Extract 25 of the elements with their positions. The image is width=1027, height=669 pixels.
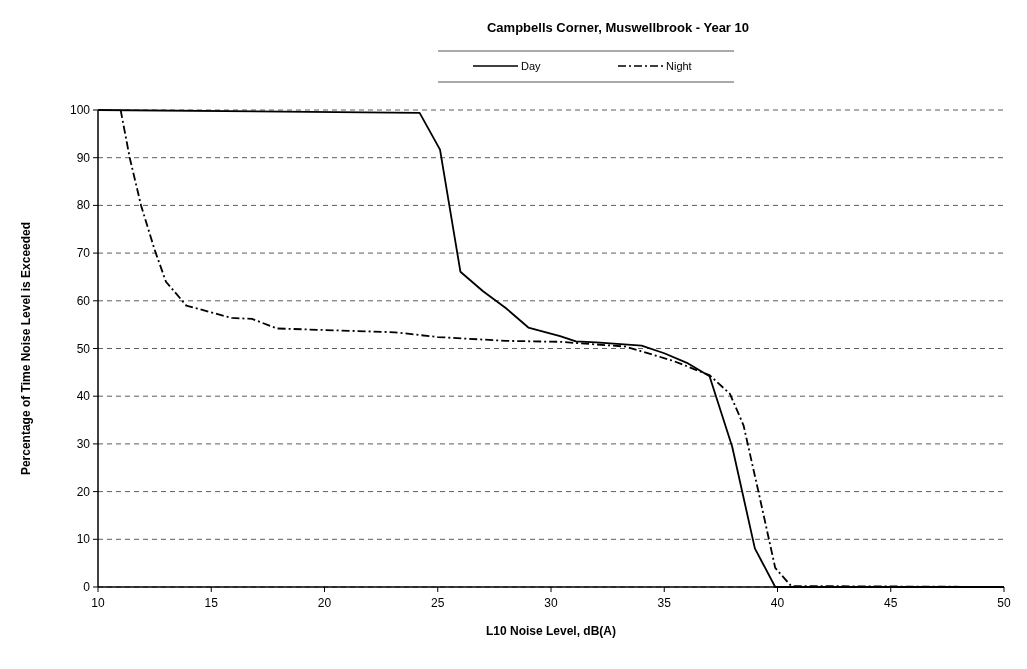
y-tick-label: 30: [76, 436, 91, 451]
y-tick-label: 100: [69, 103, 91, 117]
x-tick-label: 25: [431, 596, 445, 610]
chart-title: Campbells Corner, Muswellbrook - Year 10: [486, 20, 750, 35]
x-tick-label: 50: [997, 596, 1011, 610]
x-axis-title: L10 Noise Level, dB(A): [485, 624, 617, 638]
x-tick-label: 20: [317, 596, 332, 610]
y-tick-label: 70: [76, 246, 91, 261]
x-tick-label: 40: [770, 596, 785, 610]
y-tick-label: 0: [83, 580, 91, 594]
y-tick-label: 10: [76, 532, 91, 547]
y-tick-label: 90: [76, 150, 91, 165]
y-tick-label: 50: [76, 341, 91, 356]
x-tick-label: 15: [204, 596, 219, 610]
x-tick-label: 35: [657, 596, 672, 610]
x-tick-label: 45: [884, 596, 898, 610]
y-tick-label: 40: [76, 389, 91, 404]
legend-label: Night: [666, 60, 692, 72]
x-tick-label: 30: [544, 596, 558, 610]
y-tick-label: 80: [76, 198, 91, 213]
legend-label: Day: [521, 60, 542, 72]
x-tick-label: 10: [91, 596, 105, 610]
y-tick-label: 20: [76, 484, 91, 499]
y-axis-title: Percentage of Time Noise Level is Exceeded: [19, 221, 33, 476]
y-tick-label: 60: [76, 293, 91, 308]
